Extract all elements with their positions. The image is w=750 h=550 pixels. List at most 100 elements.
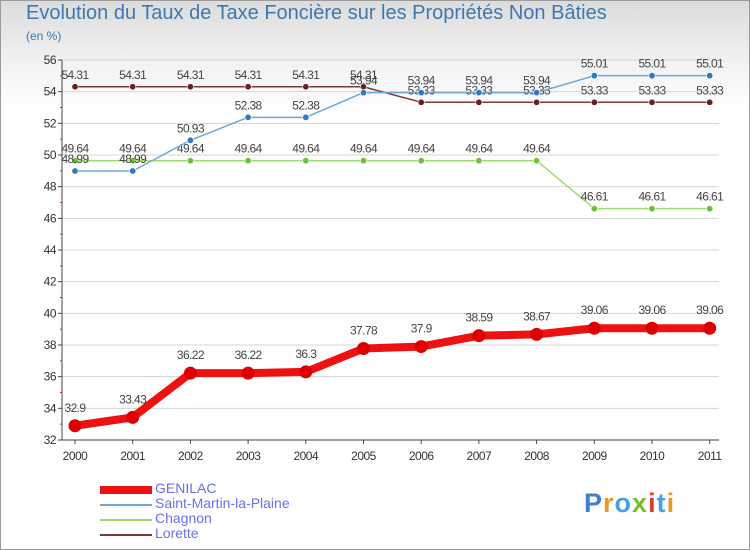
data-point <box>357 341 370 355</box>
data-label: 49.64 <box>61 142 89 156</box>
data-label: 33.43 <box>119 392 147 406</box>
data-point <box>475 89 483 97</box>
data-point <box>129 157 137 165</box>
data-point <box>129 83 137 91</box>
data-label: 49.64 <box>523 142 551 156</box>
data-point <box>186 136 194 144</box>
data-label: 54.31 <box>177 68 205 82</box>
data-point <box>706 98 714 106</box>
data-label: 54.31 <box>119 68 147 82</box>
y-tick-label: 38 <box>44 338 57 352</box>
x-tick-label: 2002 <box>178 449 204 463</box>
data-label: 39.06 <box>696 303 724 317</box>
data-label: 53.33 <box>638 83 666 97</box>
y-tick-label: 40 <box>44 306 57 320</box>
legend-swatch <box>100 504 152 506</box>
y-tick-label: 44 <box>44 243 57 257</box>
y-tick-label: 56 <box>44 53 57 67</box>
data-label: 37.78 <box>350 323 378 337</box>
data-label: 38.59 <box>465 311 493 325</box>
logo-letter: x <box>632 488 649 518</box>
data-label: 49.64 <box>465 142 493 156</box>
data-point <box>186 157 194 165</box>
y-tick-label: 34 <box>44 401 57 415</box>
x-tick-label: 2005 <box>351 449 377 463</box>
data-point <box>645 321 659 335</box>
data-label: 39.06 <box>581 303 609 317</box>
data-point <box>414 340 428 354</box>
data-label: 53.94 <box>350 74 378 88</box>
data-label: 54.31 <box>61 68 89 82</box>
x-tick-label: 2000 <box>63 449 89 463</box>
data-label: 36.22 <box>235 348 263 362</box>
data-point <box>302 157 310 165</box>
y-tick-label: 42 <box>44 275 57 289</box>
data-point <box>68 419 82 433</box>
data-point <box>71 157 79 165</box>
legend-swatch <box>100 519 152 521</box>
data-point <box>587 321 601 335</box>
logo-letter: t <box>656 488 667 518</box>
data-point <box>417 157 425 165</box>
data-point <box>186 83 194 91</box>
data-label: 49.64 <box>235 142 263 156</box>
data-point <box>71 167 79 175</box>
x-tick-label: 2001 <box>120 449 146 463</box>
y-tick-label: 52 <box>44 116 57 130</box>
x-tick-label: 2009 <box>582 449 608 463</box>
x-tick-label: 2010 <box>640 449 666 463</box>
data-point <box>475 157 483 165</box>
data-label: 48.99 <box>61 152 89 166</box>
data-point <box>244 157 252 165</box>
data-label: 36.22 <box>177 348 205 362</box>
x-tick-label: 2011 <box>698 449 723 463</box>
y-tick-label: 50 <box>44 148 57 162</box>
data-point <box>706 72 714 80</box>
data-label: 38.67 <box>523 309 551 323</box>
x-tick-label: 2006 <box>409 449 435 463</box>
y-tick-label: 32 <box>44 433 57 447</box>
data-point <box>126 410 140 424</box>
data-point <box>475 98 483 106</box>
data-point <box>648 205 656 213</box>
legend-label: GENILAC <box>155 480 217 496</box>
data-label: 49.64 <box>119 142 147 156</box>
data-point <box>241 366 255 380</box>
data-label: 52.38 <box>235 98 263 112</box>
data-label: 46.61 <box>696 190 724 204</box>
data-point <box>590 72 598 80</box>
chart-title: Evolution du Taux de Taxe Foncière sur l… <box>26 2 607 24</box>
data-point <box>183 366 197 380</box>
series-line-lorette <box>75 86 710 104</box>
logo-letter: i <box>666 488 676 518</box>
y-tick-label: 54 <box>44 85 57 99</box>
legend-swatch <box>100 486 152 494</box>
data-label: 46.61 <box>581 190 609 204</box>
chart-subtitle: (en %) <box>26 29 62 43</box>
logo-letter: o <box>614 488 633 518</box>
data-label: 55.01 <box>638 57 666 71</box>
y-tick-label: 36 <box>44 370 57 384</box>
data-label: 37.9 <box>411 322 433 336</box>
data-point <box>590 98 598 106</box>
legend-label: Chagnon <box>155 510 212 526</box>
y-tick-label: 46 <box>44 211 57 225</box>
data-point <box>359 157 367 165</box>
x-tick-label: 2008 <box>524 449 550 463</box>
x-tick-label: 2004 <box>293 449 319 463</box>
data-point <box>244 113 252 121</box>
data-point <box>703 321 717 335</box>
series-line-genilac <box>74 324 710 430</box>
data-label: 54.31 <box>292 68 320 82</box>
data-point <box>533 98 541 106</box>
data-label: 53.94 <box>523 74 551 88</box>
data-point <box>648 98 656 106</box>
series-line-chagnon <box>75 159 710 210</box>
y-tick-label: 48 <box>44 180 57 194</box>
data-point <box>533 157 541 165</box>
legend-label: Lorette <box>155 525 199 541</box>
data-point <box>417 98 425 106</box>
data-label: 32.9 <box>65 401 87 415</box>
data-label: 46.61 <box>638 190 666 204</box>
